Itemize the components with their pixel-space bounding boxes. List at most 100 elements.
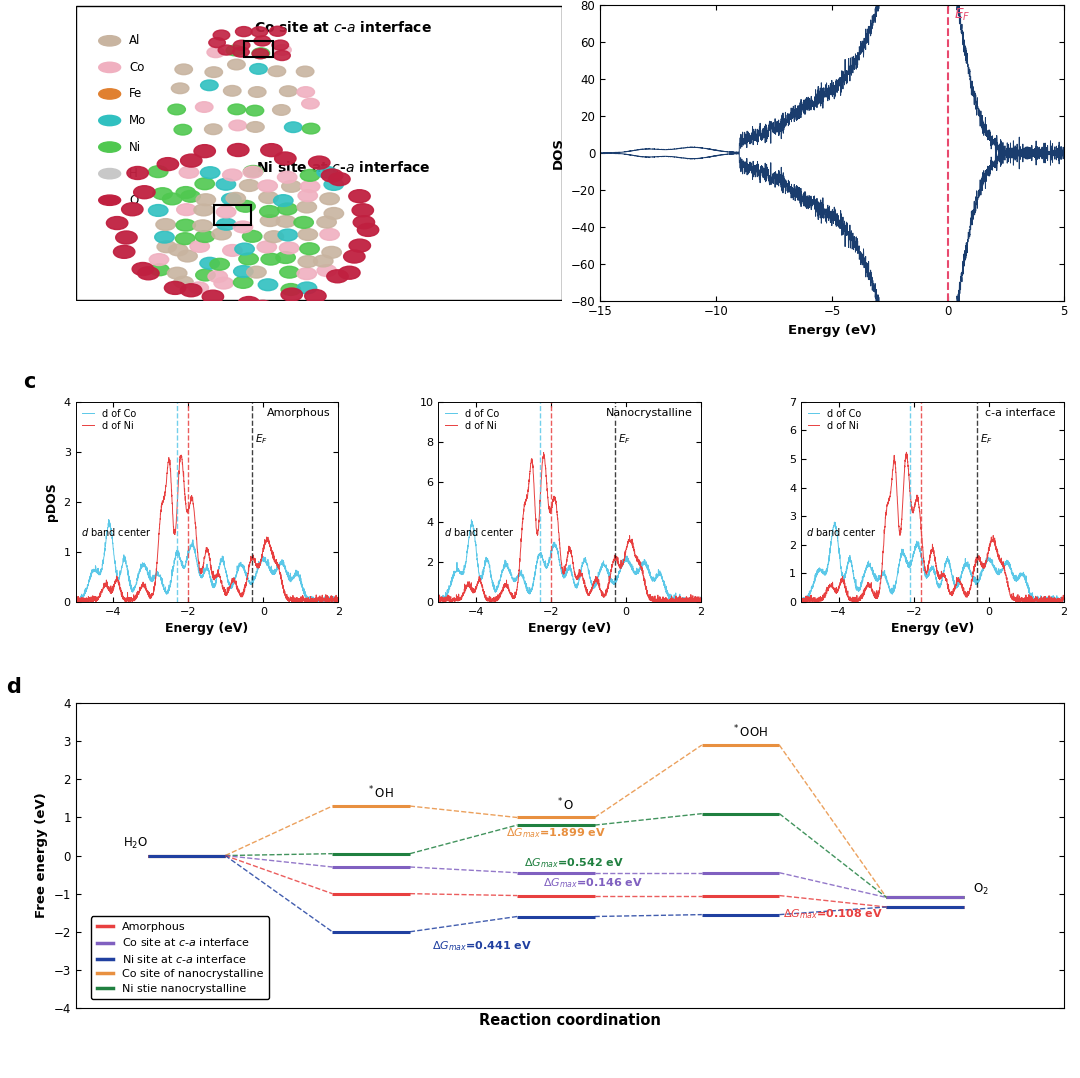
Circle shape: [218, 45, 234, 55]
d of Ni: [659, 595, 672, 608]
Circle shape: [294, 217, 313, 229]
Circle shape: [162, 193, 181, 205]
Ellipse shape: [98, 63, 121, 72]
d of Co: [325, 593, 338, 606]
Circle shape: [246, 106, 264, 116]
d of Co: [324, 590, 337, 603]
d of Ni: [922, 554, 935, 567]
Circle shape: [226, 45, 244, 56]
Circle shape: [243, 166, 262, 177]
d of Ni: [276, 582, 289, 595]
Text: H$_2$O: H$_2$O: [123, 835, 148, 851]
Circle shape: [320, 193, 339, 205]
Circle shape: [252, 301, 273, 314]
Circle shape: [273, 51, 291, 60]
Circle shape: [282, 180, 301, 192]
Circle shape: [275, 251, 295, 263]
Text: $E_F$: $E_F$: [954, 6, 970, 23]
Circle shape: [150, 264, 170, 276]
d of Co: [332, 592, 345, 605]
Circle shape: [259, 192, 279, 204]
d of Co: [1001, 558, 1014, 571]
Circle shape: [258, 180, 278, 192]
Ellipse shape: [98, 142, 121, 152]
Text: $^*$OH: $^*$OH: [367, 785, 394, 801]
d of Co: [1050, 593, 1063, 606]
d of Ni: [687, 594, 700, 607]
Circle shape: [229, 120, 246, 130]
Circle shape: [235, 201, 255, 212]
Circle shape: [235, 27, 252, 37]
Text: $d$ band center: $d$ band center: [807, 526, 877, 538]
Text: O$_2$: O$_2$: [973, 882, 988, 897]
Circle shape: [213, 30, 230, 40]
Circle shape: [207, 47, 225, 57]
Circle shape: [242, 231, 262, 243]
Circle shape: [234, 244, 254, 254]
Text: Ni site at $\mathit{c}$-$\mathit{a}$ interface: Ni site at $\mathit{c}$-$\mathit{a}$ int…: [256, 161, 431, 176]
Text: Co site at $\mathit{c}$-$\mathit{a}$ interface: Co site at $\mathit{c}$-$\mathit{a}$ int…: [254, 20, 432, 36]
Circle shape: [324, 179, 343, 191]
Circle shape: [357, 223, 379, 236]
d of Co: [1044, 595, 1057, 608]
Circle shape: [149, 253, 168, 265]
Circle shape: [249, 64, 267, 74]
d of Ni: [445, 595, 458, 608]
Circle shape: [175, 233, 194, 245]
Circle shape: [137, 267, 159, 280]
d of Co: [1057, 595, 1070, 608]
d of Ni: [694, 595, 707, 608]
Text: c: c: [23, 372, 36, 392]
X-axis label: Energy (eV): Energy (eV): [787, 324, 876, 337]
Y-axis label: DOS: DOS: [552, 137, 565, 169]
d of Ni: [537, 446, 550, 459]
Circle shape: [278, 171, 297, 183]
Circle shape: [281, 284, 300, 295]
Y-axis label: pDOS: pDOS: [45, 483, 58, 522]
Circle shape: [193, 220, 213, 232]
d of Ni: [432, 592, 445, 605]
Circle shape: [324, 208, 343, 219]
Legend: Amorphous, Co site at $\mathit{c}$-$\mathit{a}$ interface, Ni site at $\mathit{c: Amorphous, Co site at $\mathit{c}$-$\mat…: [91, 916, 269, 999]
Circle shape: [233, 221, 253, 233]
d of Ni: [324, 594, 337, 607]
Circle shape: [273, 44, 292, 55]
Y-axis label: Free energy (eV): Free energy (eV): [35, 792, 48, 918]
Circle shape: [233, 265, 253, 277]
Circle shape: [176, 186, 195, 198]
Text: $E_F$: $E_F$: [981, 432, 994, 445]
d of Co: [828, 515, 841, 528]
Circle shape: [309, 156, 330, 169]
d of Ni: [190, 534, 203, 547]
Circle shape: [258, 279, 278, 291]
Ellipse shape: [98, 115, 121, 126]
d of Ni: [559, 558, 572, 571]
Circle shape: [272, 40, 288, 50]
d of Ni: [198, 557, 211, 570]
Circle shape: [216, 206, 235, 218]
Circle shape: [233, 277, 253, 288]
Circle shape: [280, 86, 297, 97]
Circle shape: [272, 105, 291, 115]
Circle shape: [339, 266, 360, 279]
d of Co: [916, 554, 929, 567]
Circle shape: [164, 281, 186, 294]
Circle shape: [352, 204, 374, 217]
Circle shape: [222, 245, 242, 257]
Circle shape: [180, 154, 202, 167]
Text: $^*$OOH: $^*$OOH: [732, 724, 768, 741]
d of Co: [553, 553, 566, 566]
d of Ni: [332, 594, 345, 607]
d of Co: [808, 572, 821, 585]
Circle shape: [302, 123, 320, 134]
Circle shape: [239, 253, 258, 265]
X-axis label: Reaction coordination: Reaction coordination: [478, 1013, 661, 1028]
Circle shape: [221, 193, 241, 205]
Line: d of Co: d of Co: [801, 522, 1064, 602]
Text: Fe: Fe: [130, 87, 143, 100]
Circle shape: [152, 188, 173, 199]
Circle shape: [122, 203, 143, 216]
d of Co: [103, 513, 116, 526]
Text: Mo: Mo: [130, 114, 147, 127]
d of Co: [197, 564, 210, 577]
